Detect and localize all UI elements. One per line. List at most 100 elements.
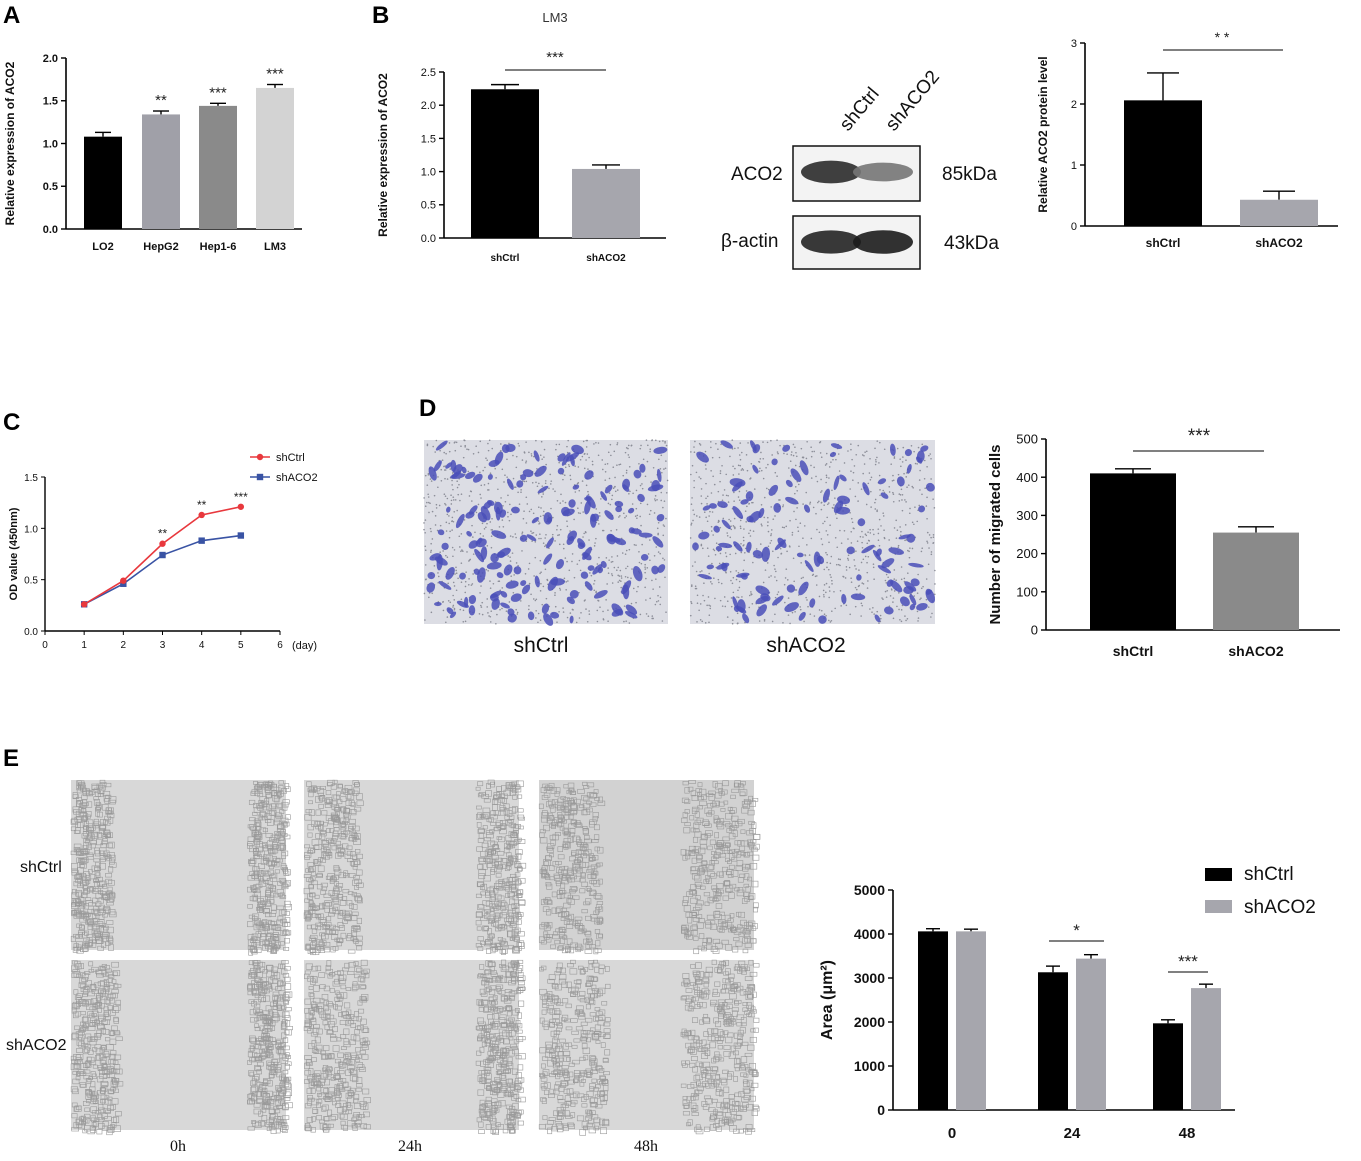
membrane-pore [638,551,640,553]
data-point [120,577,126,583]
membrane-pore [809,613,811,615]
membrane-pore [662,558,664,560]
membrane-pore [768,545,770,547]
membrane-pore [768,576,770,578]
membrane-pore [796,455,798,457]
membrane-pore [800,609,802,611]
membrane-pore [921,551,923,553]
membrane-pore [819,442,821,444]
membrane-pore [458,535,460,537]
membrane-pore [694,561,696,563]
membrane-pore [586,440,588,442]
membrane-pore [456,480,458,482]
membrane-pore [730,520,732,522]
x-tick-label: 2 [121,640,127,651]
bar [1076,959,1106,1110]
membrane-pore [710,581,712,583]
membrane-pore [453,582,455,584]
membrane-pore [540,571,542,573]
y-tick-label: 3000 [854,970,885,986]
y-tick-label: 2.0 [43,53,58,65]
membrane-pore [428,496,430,498]
membrane-pore [853,527,855,529]
membrane-pore [448,523,450,525]
membrane-pore [855,496,857,498]
membrane-pore [873,613,875,615]
membrane-pore [771,540,773,542]
membrane-pore [900,534,902,536]
membrane-pore [739,442,741,444]
membrane-pore [731,597,733,599]
membrane-pore [742,469,744,471]
membrane-pore [524,451,526,453]
panel-label-a: A [3,2,20,29]
membrane-pore [866,542,868,544]
membrane-pore [809,554,811,556]
membrane-pore [666,445,668,447]
membrane-pore [754,488,756,490]
membrane-pore [641,483,643,485]
membrane-pore [659,604,661,606]
membrane-pore [528,452,530,454]
membrane-pore [580,612,582,614]
membrane-pore [447,478,449,480]
membrane-pore [804,554,806,556]
membrane-pore [504,474,506,476]
membrane-pore [708,622,710,624]
membrane-pore [889,491,891,493]
membrane-pore [455,570,457,572]
membrane-pore [888,539,890,541]
membrane-pore [823,569,825,571]
membrane-pore [630,577,632,579]
membrane-pore [714,550,716,552]
membrane-pore [857,500,859,502]
membrane-pore [587,468,589,470]
membrane-pore [870,506,872,508]
membrane-pore [469,495,471,497]
membrane-pore [583,533,585,535]
membrane-pore [902,447,904,449]
membrane-pore [454,450,456,452]
membrane-pore [609,492,611,494]
membrane-pore [602,469,604,471]
membrane-pore [610,504,612,506]
membrane-pore [895,520,897,522]
membrane-pore [767,525,769,527]
membrane-pore [855,587,857,589]
wound-time-24h: 24h [398,1138,422,1155]
wound-time-0h: 0h [170,1138,186,1155]
membrane-pore [633,588,635,590]
membrane-pore [700,495,702,497]
membrane-pore [449,537,451,539]
significance-label: * [1073,921,1080,940]
panel-label-d: D [419,395,436,422]
membrane-pore [451,520,453,522]
y-tick-label: 0 [877,1102,885,1118]
membrane-pore [901,609,903,611]
membrane-pore [737,589,739,591]
membrane-pore [698,610,700,612]
membrane-pore [802,503,804,505]
membrane-pore [693,480,695,482]
membrane-pore [921,587,923,589]
membrane-pore [864,451,866,453]
membrane-pore [598,455,600,457]
membrane-pore [776,580,778,582]
membrane-pore [628,454,630,456]
membrane-pore [885,591,887,593]
membrane-pore [611,573,613,575]
membrane-pore [869,540,871,542]
membrane-pore [448,515,450,517]
membrane-pore [427,445,429,447]
membrane-pore [806,544,808,546]
membrane-pore [793,557,795,559]
membrane-pore [934,507,936,509]
membrane-pore [767,562,769,564]
membrane-pore [543,586,545,588]
membrane-pore [878,533,880,535]
membrane-pore [654,498,656,500]
data-point [238,532,244,538]
membrane-pore [708,555,710,557]
membrane-pore [435,524,437,526]
membrane-pore [823,594,825,596]
